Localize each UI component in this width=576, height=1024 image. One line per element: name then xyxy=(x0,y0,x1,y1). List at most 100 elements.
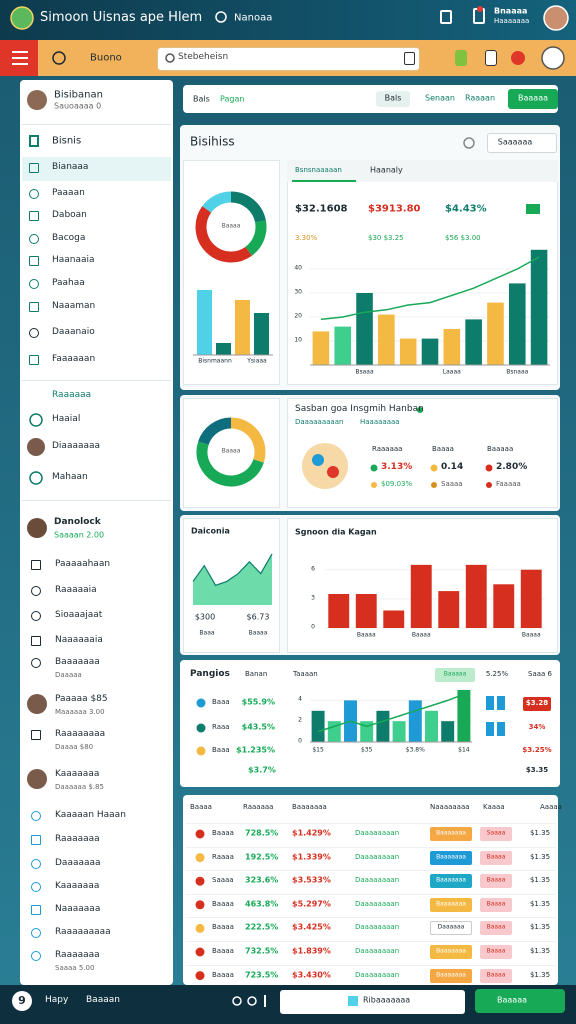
icon xyxy=(29,302,39,312)
donut-slice xyxy=(196,441,264,487)
nav-item[interactable]: Kaaaaan Haaan xyxy=(55,810,126,821)
section-title: Bisnis xyxy=(52,135,82,147)
bar xyxy=(328,594,350,628)
nav-item[interactable]: Daaaaaaa xyxy=(55,858,101,869)
tab[interactable]: Haanaly xyxy=(370,165,403,175)
legend-value: 0.14 xyxy=(441,462,464,473)
home-icon[interactable] xyxy=(440,10,452,24)
stat-value: $32.1608 xyxy=(295,203,348,215)
nav-item[interactable]: Naaaaaaa xyxy=(55,904,101,915)
button[interactable] xyxy=(475,989,565,1013)
nav-item[interactable]: Raaaaaaaa xyxy=(55,729,106,740)
row-value: $55.9% xyxy=(241,697,275,707)
nav-item[interactable]: Raaaaaaa xyxy=(55,834,100,845)
stat-sub: 3.30% xyxy=(295,234,318,243)
donut-slice xyxy=(230,417,266,463)
icon xyxy=(31,730,41,740)
tab[interactable]: Bals xyxy=(193,94,210,104)
dropdown-label[interactable]: Saaaaaa xyxy=(497,137,533,147)
cell: $1.35 xyxy=(529,829,551,838)
donut-slice xyxy=(195,206,252,263)
search-input[interactable]: Ribaaaaaaa xyxy=(363,995,411,1005)
search-input[interactable]: Stebeheisn xyxy=(178,52,229,63)
tab[interactable]: Bsnsnaaaaan xyxy=(295,166,342,175)
nav-item[interactable]: Kaaaaaaa xyxy=(55,881,100,892)
nav-item[interactable]: Sioaaajaat xyxy=(55,610,103,621)
column-label: Saaa 6 xyxy=(528,670,552,679)
dropdown[interactable] xyxy=(487,133,557,153)
status-pill xyxy=(430,921,472,936)
cell: Daaaaaaaan xyxy=(355,899,400,908)
cell: $3.533% xyxy=(292,875,331,885)
icon xyxy=(31,611,41,621)
pill xyxy=(523,697,551,711)
nav-item[interactable]: Paaaaa $85 xyxy=(55,694,108,705)
button-label[interactable]: Baaaaa xyxy=(518,93,548,103)
y-tick-label: 0 xyxy=(298,737,302,745)
icon xyxy=(511,51,525,65)
account-name: Bnaaaa xyxy=(494,6,528,16)
nav-item[interactable]: Naaaman xyxy=(52,301,96,312)
nav-item[interactable]: Raaaaaia xyxy=(55,585,97,596)
card-header xyxy=(287,160,558,182)
icon[interactable] xyxy=(485,50,497,66)
nav-item[interactable]: Mahaan xyxy=(52,472,88,483)
nav-item[interactable]: Raaaaaaa xyxy=(55,950,100,961)
nav-item[interactable]: Naaaaaaia xyxy=(55,635,103,646)
card-subtitle: Haaaaaaaa xyxy=(360,418,400,427)
row-icon xyxy=(195,923,205,933)
card-title: Pangios xyxy=(190,669,230,680)
bar xyxy=(421,338,439,365)
metric-value: $3.28 xyxy=(525,699,549,708)
nav-item[interactable]: Daaanaio xyxy=(52,327,95,338)
bar xyxy=(443,329,461,365)
donut-slice xyxy=(202,191,232,213)
nav-sub: Maaaaaa 3.00 xyxy=(55,708,105,717)
dropdown[interactable]: Buono xyxy=(90,52,122,64)
nav-item[interactable]: Baaaaaaa xyxy=(55,657,100,668)
nav-item[interactable]: Haaial xyxy=(52,414,81,425)
search-box[interactable] xyxy=(280,990,465,1014)
icon[interactable] xyxy=(455,50,467,66)
nav-item[interactable]: Bianaaa xyxy=(52,162,89,173)
nav-item[interactable]: Bacoga xyxy=(52,233,86,244)
button-label[interactable]: Baaaaa xyxy=(497,995,527,1005)
tab[interactable]: Senaan xyxy=(425,93,455,103)
icon xyxy=(31,560,41,570)
pill-label: Baaaaaaa xyxy=(436,971,466,979)
donut-slice xyxy=(198,417,232,446)
tab[interactable]: Raaaan xyxy=(464,93,496,103)
x-tick-label: Bsaaa xyxy=(355,368,374,376)
divider xyxy=(22,124,171,125)
avatar xyxy=(543,5,569,31)
y-tick-label: 10 xyxy=(294,336,302,344)
nav-item[interactable]: Daboan xyxy=(52,210,87,221)
row-divider xyxy=(186,964,555,966)
row-dot xyxy=(196,723,206,733)
nav-item[interactable]: Paaaan xyxy=(52,188,85,199)
search-label: Nanoaa xyxy=(234,12,273,24)
bar xyxy=(399,338,417,365)
icon xyxy=(497,722,505,736)
nav-item[interactable]: Paahaa xyxy=(52,278,85,289)
bar xyxy=(457,690,471,742)
tab[interactable]: Pagan xyxy=(220,94,245,104)
nav-item[interactable]: Haanaaia xyxy=(52,255,95,266)
cell: Daaaaaaaan xyxy=(355,829,400,838)
tag-label: Baaaa xyxy=(486,924,506,932)
nav-item[interactable]: Faaaaaan xyxy=(52,354,96,365)
nav-sub: Saaaa 5.00 xyxy=(55,964,95,973)
nav-item[interactable]: Raaaaaaaaa xyxy=(55,927,111,938)
bar xyxy=(327,721,341,742)
bar xyxy=(392,721,406,742)
legend-dot xyxy=(431,482,437,488)
tab[interactable]: Bals xyxy=(384,93,402,103)
stat-sub: $30 $3.25 xyxy=(368,234,404,243)
bar xyxy=(360,721,374,742)
nav-item[interactable]: Paaaaahaan xyxy=(55,559,111,570)
nav-item[interactable]: Kaaaaaaa xyxy=(55,769,100,780)
nav-item[interactable]: Diaaaaaaa xyxy=(52,441,101,452)
profile-sub: Sauoaaaa 0 xyxy=(54,101,102,111)
button[interactable] xyxy=(508,89,558,109)
search-box[interactable] xyxy=(157,47,420,71)
